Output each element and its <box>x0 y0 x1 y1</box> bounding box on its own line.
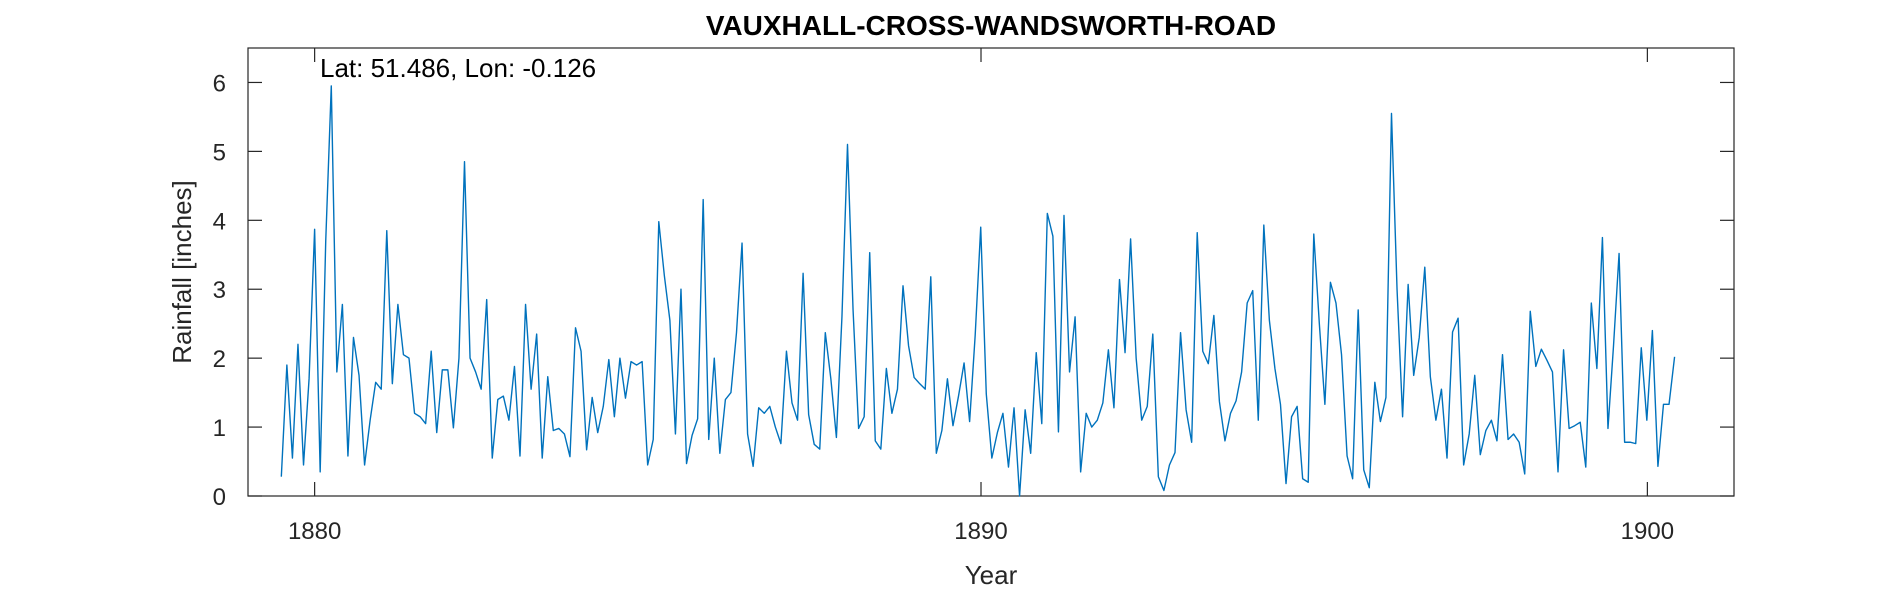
location-annotation: Lat: 51.486, Lon: -0.126 <box>320 53 596 83</box>
y-tick-label: 2 <box>213 346 226 373</box>
x-tick-label: 1890 <box>954 518 1007 545</box>
series-group <box>280 85 1676 497</box>
y-tick-label: 4 <box>213 208 226 235</box>
x-tick-label: 1900 <box>1621 518 1674 545</box>
y-tick-label: 6 <box>213 70 226 97</box>
axis-ticks: 0 1 2 3 4 5 6 1880 1890 1900 <box>213 48 1734 545</box>
plot-area <box>247 47 1735 497</box>
chart-title: VAUXHALL-CROSS-WANDSWORTH-ROAD <box>706 10 1276 41</box>
x-axis-title: Year <box>965 560 1018 590</box>
y-axis-title: Rainfall [inches] <box>167 180 197 364</box>
rainfall-series-line <box>280 85 1676 497</box>
x-tick-label: 1880 <box>288 518 341 545</box>
y-tick-label: 3 <box>213 277 226 304</box>
y-tick-label: 5 <box>213 139 226 166</box>
y-tick-label: 1 <box>213 415 226 442</box>
y-tick-label: 0 <box>213 484 226 511</box>
